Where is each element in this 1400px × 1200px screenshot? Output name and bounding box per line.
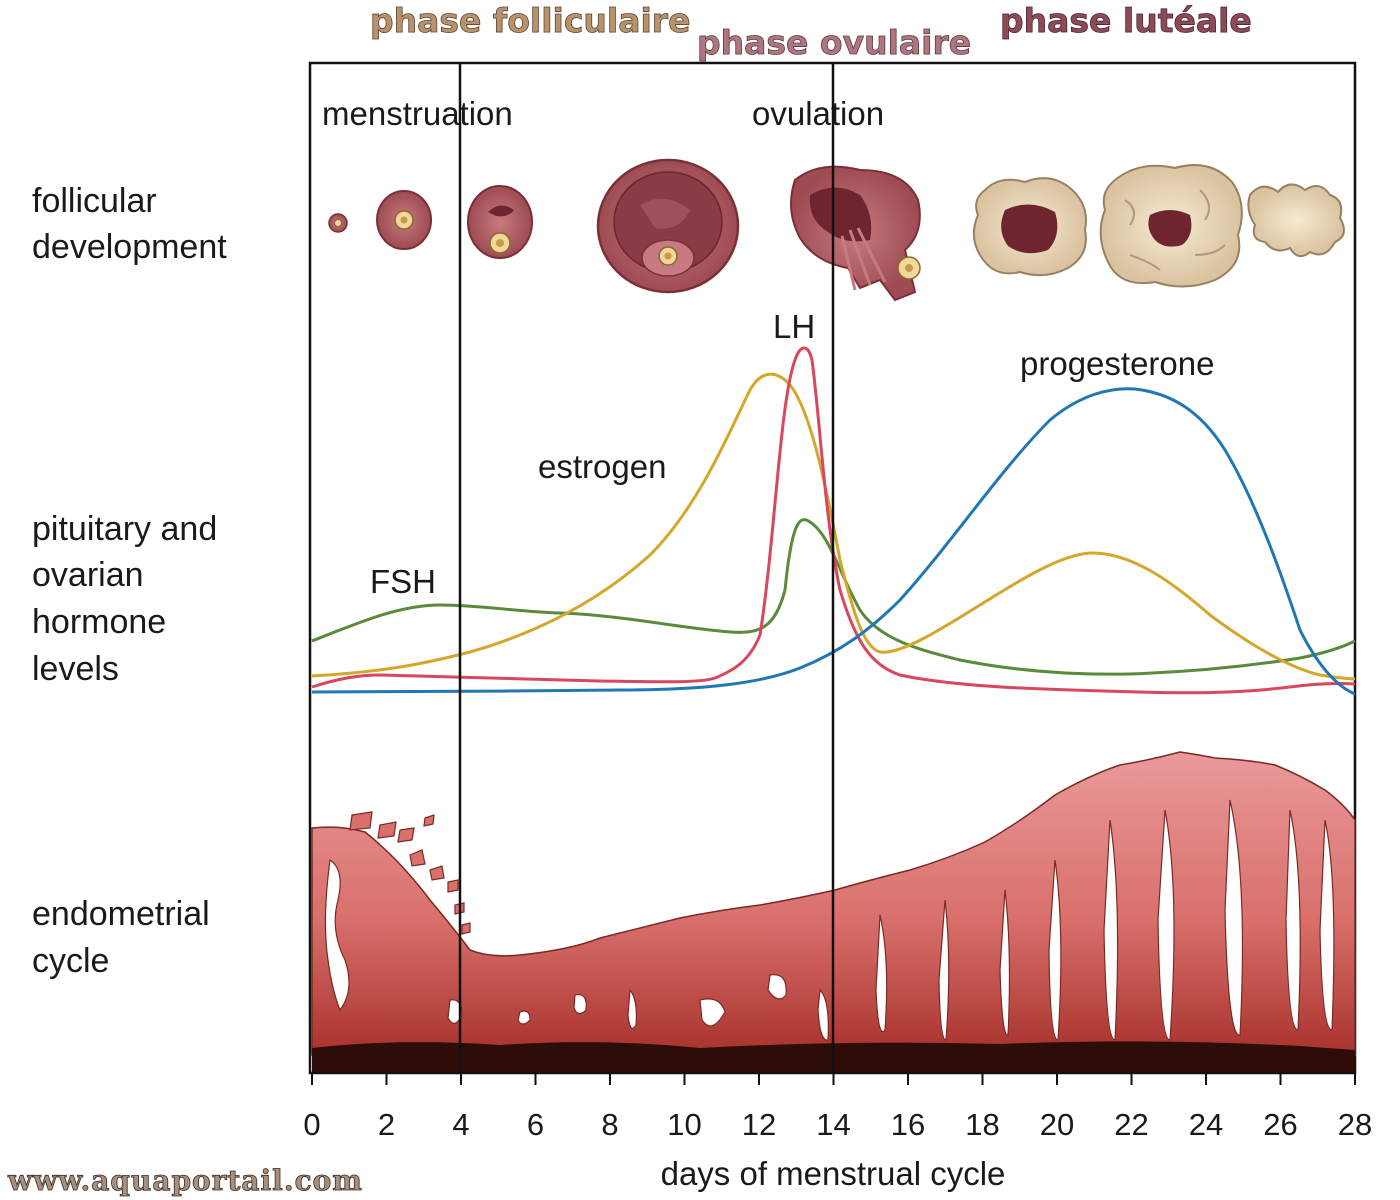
row-label-hormone-4: levels bbox=[32, 650, 119, 688]
x-tick-label: 22 bbox=[1114, 1107, 1148, 1142]
x-tick-label: 8 bbox=[601, 1107, 618, 1142]
primary-follicle bbox=[376, 190, 432, 250]
x-tick-label: 4 bbox=[452, 1107, 469, 1142]
hormone-curves bbox=[311, 346, 1356, 696]
lh-label: LH bbox=[773, 308, 815, 345]
x-tick-label: 28 bbox=[1338, 1107, 1372, 1142]
lh-curve bbox=[311, 346, 1356, 695]
corpus-luteum-early bbox=[972, 177, 1087, 277]
x-tick-label: 24 bbox=[1189, 1107, 1223, 1142]
progesterone-label: progesterone bbox=[1020, 345, 1214, 382]
row-label-hormone-2: ovarian bbox=[32, 556, 144, 594]
x-tick-label: 18 bbox=[965, 1107, 999, 1142]
x-tick-label: 0 bbox=[303, 1107, 320, 1142]
progesterone-curve bbox=[311, 387, 1356, 696]
fsh-label: FSH bbox=[370, 563, 436, 600]
fsh-curve bbox=[311, 518, 1356, 676]
corpus-luteum-mature bbox=[1099, 164, 1243, 288]
x-axis: 0 2 4 6 8 10 12 14 16 18 20 22 24 26 28 bbox=[303, 1073, 1372, 1142]
x-tick-label: 10 bbox=[667, 1107, 701, 1142]
x-tick-label: 14 bbox=[816, 1107, 850, 1142]
estrogen-label: estrogen bbox=[538, 448, 666, 485]
watermark: www.aquaportail.com bbox=[7, 1164, 363, 1197]
menstruation-label: menstruation bbox=[322, 95, 513, 132]
follicular-development-illustrations bbox=[328, 158, 1345, 302]
x-tick-label: 26 bbox=[1263, 1107, 1297, 1142]
x-tick-label: 12 bbox=[742, 1107, 776, 1142]
primordial-follicle bbox=[328, 213, 348, 233]
row-label-follicular-1: follicular bbox=[32, 182, 157, 220]
phase-follicular-label: phase folliculaire bbox=[370, 1, 690, 40]
x-tick-label: 6 bbox=[527, 1107, 544, 1142]
secondary-follicle bbox=[467, 185, 533, 259]
row-label-hormone-3: hormone bbox=[32, 603, 166, 641]
endometrial-glands bbox=[324, 799, 1335, 1041]
ruptured-follicle bbox=[790, 165, 921, 302]
x-tick-label: 16 bbox=[891, 1107, 925, 1142]
estrogen-curve bbox=[311, 372, 1356, 681]
row-label-hormone-1: pituitary and bbox=[32, 510, 217, 548]
x-axis-title: days of menstrual cycle bbox=[661, 1155, 1006, 1192]
phase-ovular-label: phase ovulaire bbox=[697, 23, 971, 62]
graafian-follicle bbox=[596, 158, 740, 294]
row-labels: follicular development pituitary and ova… bbox=[32, 182, 227, 980]
ovulation-label: ovulation bbox=[752, 95, 884, 132]
row-label-endometrial-1: endometrial bbox=[32, 895, 210, 933]
x-tick-label: 2 bbox=[378, 1107, 395, 1142]
phase-luteal-label: phase lutéale bbox=[1000, 1, 1252, 40]
corpus-albicans bbox=[1247, 183, 1345, 258]
row-label-endometrial-2: cycle bbox=[32, 942, 109, 980]
shedding-fragments bbox=[349, 811, 471, 935]
x-tick-label: 20 bbox=[1040, 1107, 1074, 1142]
row-label-follicular-2: development bbox=[32, 228, 227, 266]
